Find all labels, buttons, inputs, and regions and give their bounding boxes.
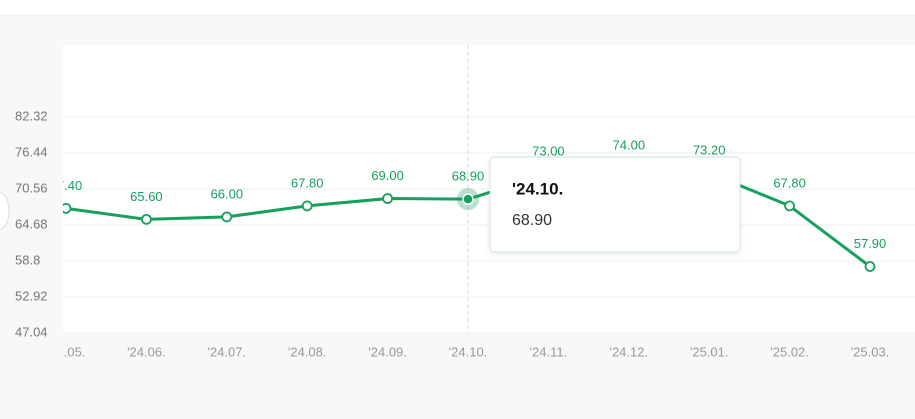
data-label: 73.00 [532, 143, 565, 158]
data-label: 69.00 [371, 168, 404, 183]
scroll-button[interactable] [0, 192, 10, 230]
tooltip-title: '24.10. [512, 179, 563, 198]
data-label: 68.90 [452, 169, 485, 184]
x-tick-label: '24.09. [368, 344, 407, 359]
data-point [784, 200, 795, 212]
x-tick-label: '25.03. [851, 344, 890, 359]
data-label: 65.60 [130, 189, 163, 204]
tooltip: '24.10. 68.90 [489, 156, 741, 253]
tooltip-value: 68.90 [512, 212, 552, 229]
data-label: 66.00 [211, 186, 244, 201]
x-tick-label: '24.05. [47, 344, 86, 359]
y-tick-label: 70.56 [15, 180, 48, 195]
data-label: 74.00 [613, 137, 646, 152]
y-tick-label: 58.8 [15, 252, 40, 267]
top-strip [0, 0, 915, 15]
x-tick-label: '24.12. [609, 344, 648, 359]
y-tick-label: 82.32 [15, 108, 48, 123]
data-point [301, 200, 313, 212]
y-tick-label: 64.68 [15, 216, 48, 231]
x-tick-label: '24.08. [288, 344, 327, 359]
x-tick-label: '24.10. [449, 344, 488, 359]
data-label: 57.90 [854, 236, 887, 251]
x-tick-label: '25.02. [770, 344, 809, 359]
data-point [63, 202, 72, 214]
data-point [382, 193, 394, 204]
x-tick-label: '25.01. [690, 344, 729, 359]
y-tick-label: 76.44 [15, 144, 48, 159]
data-point [221, 211, 233, 223]
data-label: 73.20 [693, 142, 726, 157]
data-point [462, 193, 474, 205]
data-label: 67.40 [50, 178, 83, 193]
data-label: 67.80 [291, 175, 324, 190]
y-tick-label: 47.04 [15, 324, 48, 339]
tooltip-box [489, 156, 741, 253]
x-tick-label: '24.06. [127, 344, 166, 359]
data-label: 67.80 [773, 175, 806, 190]
data-point [864, 261, 876, 272]
data-point [140, 213, 152, 225]
x-tick-label: '24.11. [530, 344, 568, 359]
x-tick-label: '24.07. [207, 344, 246, 359]
y-tick-label: 52.92 [15, 288, 48, 303]
